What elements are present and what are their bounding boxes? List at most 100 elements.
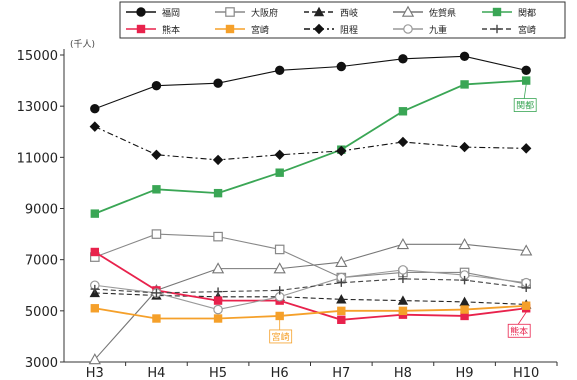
legend-marker (136, 7, 146, 17)
legend-label: 西岐 (340, 7, 358, 19)
legend-item: 熊本 (126, 24, 180, 36)
series-line (94, 55, 527, 110)
legend-item: 九重 (393, 24, 447, 36)
y-tick-label: 3000 (25, 356, 58, 371)
series-line (94, 126, 527, 161)
series-line (94, 233, 527, 285)
y-unit-label: (千人) (70, 39, 95, 50)
data-point (89, 121, 101, 132)
legend-label: 宮崎 (251, 24, 269, 36)
data-point (151, 149, 162, 160)
data-point (397, 136, 409, 148)
data-point (213, 296, 223, 305)
legend-marker (225, 24, 235, 34)
legend-label: 阻程 (340, 25, 358, 36)
series-9 (90, 274, 531, 298)
x-tick-label: H3 (86, 366, 104, 380)
legend-item: 阻程 (304, 23, 358, 36)
data-point (459, 141, 470, 153)
data-point (213, 231, 223, 242)
annotation-leader (517, 312, 527, 325)
series-line (94, 269, 527, 311)
y-tick-label: 15000 (17, 49, 58, 64)
legend-label: 福岡 (162, 7, 180, 19)
data-point (398, 265, 408, 275)
data-point (275, 168, 284, 177)
data-point (520, 244, 533, 256)
legend-marker (313, 6, 325, 17)
data-point (335, 255, 348, 267)
data-point (275, 311, 284, 321)
data-point (213, 78, 223, 88)
data-point (521, 65, 531, 76)
legend-marker (136, 24, 146, 34)
data-point (273, 262, 286, 274)
legend-marker (313, 23, 325, 35)
data-point (151, 81, 162, 91)
data-point (212, 154, 224, 166)
legend-item: 宮崎 (215, 24, 269, 36)
data-point (397, 295, 409, 305)
x-tick-label: H7 (332, 366, 350, 380)
data-point (88, 353, 101, 365)
legend-box (119, 1, 566, 39)
data-point (460, 305, 469, 314)
legend-item: 関都 (482, 7, 536, 19)
x-tick-label: H8 (394, 366, 412, 380)
annotation-box (513, 98, 537, 112)
data-point (337, 306, 346, 316)
legend-marker (403, 24, 413, 34)
data-point (336, 145, 347, 157)
data-point (274, 244, 285, 255)
legend-label: 関都 (518, 8, 536, 19)
series-line (94, 79, 527, 215)
series-line (94, 278, 527, 294)
legend-label: 大阪府 (251, 7, 278, 19)
data-point (90, 247, 100, 257)
data-point (274, 149, 285, 160)
series-line (94, 243, 527, 360)
data-point (521, 76, 531, 85)
y-tick-label: 5000 (25, 305, 58, 320)
x-tick-label: H10 (513, 366, 539, 380)
data-point (398, 54, 408, 64)
data-point (213, 314, 223, 323)
y-tick-label: 9000 (25, 203, 58, 218)
series-6 (90, 301, 531, 323)
legend-marker (225, 7, 235, 17)
data-point (520, 143, 532, 154)
series-8 (90, 265, 531, 315)
series-line (94, 304, 527, 320)
series-0 (90, 51, 531, 114)
data-point (213, 304, 223, 315)
data-point (274, 65, 285, 76)
y-tick-label: 13000 (17, 100, 58, 115)
annotation-leader (523, 84, 527, 99)
data-point (90, 209, 100, 218)
legend-marker (492, 7, 502, 17)
data-point (90, 104, 100, 114)
data-point (211, 262, 225, 274)
data-point (459, 51, 470, 61)
legend-item: 佐賀県 (393, 5, 456, 19)
data-point (337, 315, 346, 324)
x-tick-label: H5 (209, 366, 227, 380)
data-point (396, 237, 410, 250)
data-point (458, 237, 471, 250)
data-point (521, 301, 531, 310)
x-tick-label: H6 (271, 366, 289, 380)
legend-item: 福岡 (126, 7, 180, 19)
legend-item: 大阪府 (215, 7, 278, 19)
data-point (151, 229, 162, 239)
y-tick-label: 7000 (25, 254, 58, 269)
y-tick-label: 11000 (17, 151, 58, 166)
data-point (152, 185, 161, 194)
data-point (152, 314, 161, 323)
annotation-box (507, 323, 531, 338)
legend-label: 熊本 (162, 24, 180, 36)
legend-label: 佐賀県 (429, 7, 456, 19)
data-point (398, 306, 408, 316)
legend-item: 西岐 (304, 6, 358, 19)
